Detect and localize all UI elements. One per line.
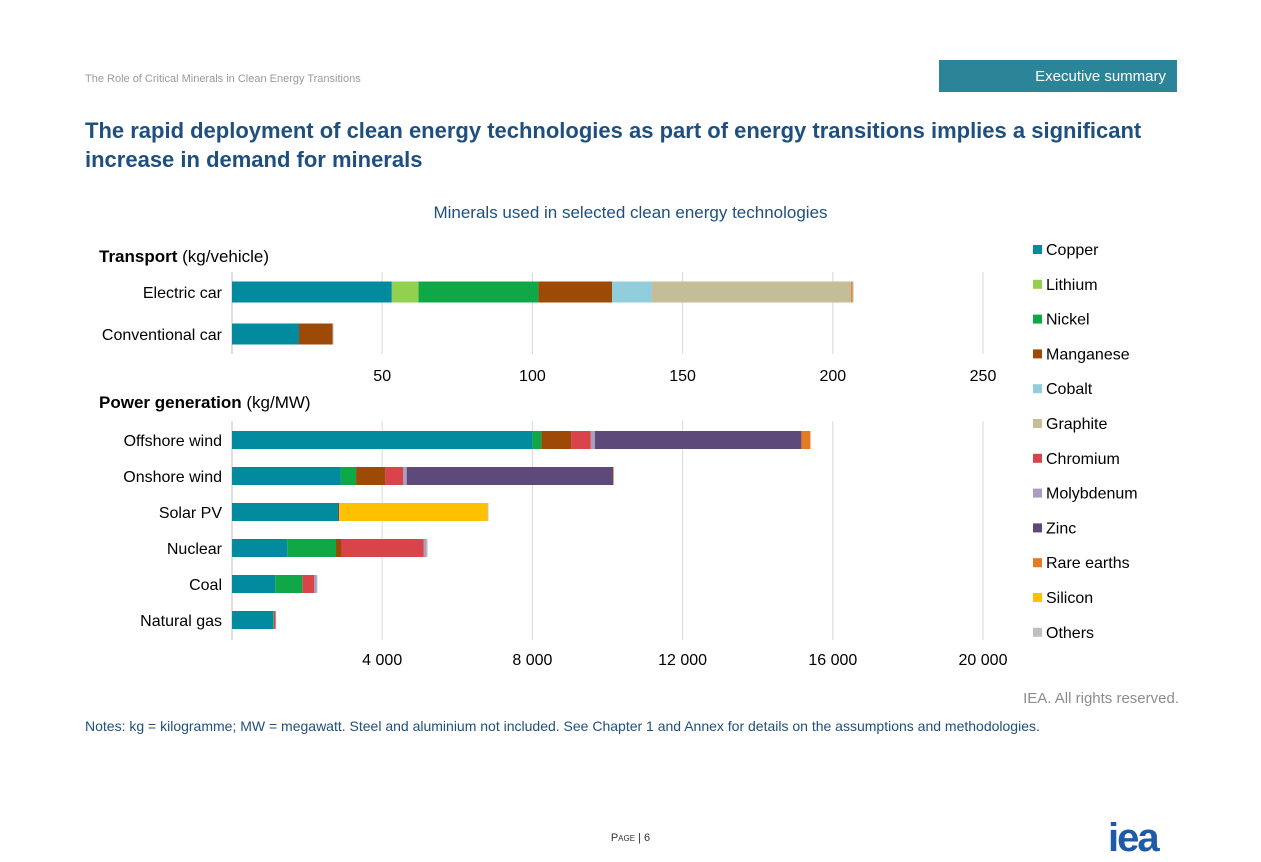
bar-electric-car-cobalt — [612, 282, 652, 303]
power-generation-tick-label-2: 12 000 — [658, 652, 707, 669]
power-generation-tick-label-0: 4 000 — [362, 652, 402, 669]
page-footer: Page | 6 — [0, 832, 1261, 844]
bar-electric-car-manganese — [538, 282, 612, 303]
power-generation-category-offshore-wind: Offshore wind — [124, 433, 222, 450]
legend-swatch-cobalt — [1033, 384, 1042, 393]
bar-nuclear-molybdenum — [424, 539, 427, 557]
bar-electric-car-graphite — [652, 282, 851, 303]
legend-label-copper: Copper — [1046, 242, 1099, 259]
bar-solar-pv-zinc — [338, 503, 339, 521]
legend-swatch-chromium — [1033, 454, 1042, 463]
power-generation-category-solar-pv: Solar PV — [159, 505, 222, 522]
legend-swatch-lithium — [1033, 280, 1042, 289]
bar-coal-nickel — [275, 575, 302, 593]
bar-nuclear-nickel — [287, 539, 336, 557]
transport-tick-label-1: 100 — [519, 368, 546, 385]
legend-label-graphite: Graphite — [1046, 416, 1107, 433]
bar-electric-car-others — [853, 282, 854, 303]
bar-electric-car-copper — [232, 282, 392, 303]
transport-tick-label-2: 150 — [669, 368, 696, 385]
page-number: 6 — [644, 832, 650, 844]
bar-offshore-wind-rare-earths — [801, 431, 810, 449]
power-generation-tick-label-3: 16 000 — [808, 652, 857, 669]
bar-coal-chromium — [302, 575, 314, 593]
legend-swatch-copper — [1033, 245, 1042, 254]
power-generation-panel-title: Power generation (kg/MW) — [99, 393, 311, 412]
legend-swatch-molybdenum — [1033, 489, 1042, 498]
bar-offshore-wind-manganese — [541, 431, 571, 449]
legend-swatch-others — [1033, 628, 1042, 637]
bar-offshore-wind-molybdenum — [591, 431, 595, 449]
bar-solar-pv-copper — [232, 503, 338, 521]
legend-swatch-silicon — [1033, 593, 1042, 602]
bar-electric-car-lithium — [392, 282, 419, 303]
power-generation-tick-label-1: 8 000 — [512, 652, 552, 669]
bar-natural-gas-copper — [232, 611, 273, 629]
iea-logo-text: iea — [1108, 820, 1160, 856]
bar-onshore-wind-chromium — [385, 467, 403, 485]
legend-swatch-nickel — [1033, 315, 1042, 324]
bar-electric-car-nickel — [419, 282, 539, 303]
bar-natural-gas-chromium — [274, 611, 276, 629]
bar-offshore-wind-nickel — [532, 431, 541, 449]
transport-tick-label-0: 50 — [373, 368, 391, 385]
power-generation-panel-title-bold: Power generation — [99, 393, 242, 412]
legend-label-lithium: Lithium — [1046, 277, 1098, 294]
bar-nuclear-chromium — [342, 539, 424, 557]
legend-label-molybdenum: Molybdenum — [1046, 486, 1138, 503]
transport-panel-title-unit: (kg/vehicle) — [177, 247, 269, 266]
legend-label-manganese: Manganese — [1046, 346, 1130, 363]
page-word: Page — [611, 832, 635, 844]
legend-swatch-graphite — [1033, 419, 1042, 428]
bar-natural-gas-nickel — [273, 611, 274, 629]
power-generation-category-nuclear: Nuclear — [167, 541, 223, 558]
bar-onshore-wind-manganese — [356, 467, 385, 485]
transport-panel-title: Transport (kg/vehicle) — [99, 247, 269, 266]
legend-swatch-manganese — [1033, 349, 1042, 358]
bar-onshore-wind-molybdenum — [403, 467, 407, 485]
legend-label-chromium: Chromium — [1046, 451, 1120, 468]
chart-notes: Notes: kg = kilogramme; MW = megawatt. S… — [85, 718, 1040, 734]
bar-onshore-wind-zinc — [407, 467, 614, 485]
legend-label-zinc: Zinc — [1046, 520, 1076, 537]
bar-offshore-wind-chromium — [571, 431, 591, 449]
power-generation-category-coal: Coal — [189, 577, 222, 594]
power-generation-category-onshore-wind: Onshore wind — [123, 469, 222, 486]
transport-tick-label-3: 200 — [819, 368, 846, 385]
power-generation-tick-label-4: 20 000 — [959, 652, 1008, 669]
power-generation-panel-title-unit: (kg/MW) — [242, 393, 311, 412]
bar-coal-others — [316, 575, 317, 593]
bar-solar-pv-silicon — [339, 503, 487, 521]
bar-onshore-wind-rare-earths — [613, 467, 614, 485]
legend-label-silicon: Silicon — [1046, 590, 1093, 607]
transport-tick-label-4: 250 — [970, 368, 997, 385]
stacked-bar-chart: Transport (kg/vehicle) 50 100 150 200 250 Elec… — [0, 0, 1261, 700]
bar-conventional-car-others — [333, 324, 334, 345]
bar-conventional-car-manganese — [299, 324, 333, 345]
bar-electric-car-rare-earths — [851, 282, 853, 303]
legend-label-others: Others — [1046, 625, 1094, 642]
legend-swatch-zinc — [1033, 523, 1042, 532]
bar-nuclear-copper — [232, 539, 287, 557]
bar-offshore-wind-copper — [232, 431, 532, 449]
transport-category-electric-car: Electric car — [143, 285, 223, 302]
bar-solar-pv-others — [487, 503, 488, 521]
legend-label-rare-earths: Rare earths — [1046, 555, 1130, 572]
iea-logo: iea — [1108, 820, 1180, 856]
bar-onshore-wind-copper — [232, 467, 341, 485]
transport-category-conventional-car: Conventional car — [102, 327, 223, 344]
bar-nuclear-manganese — [336, 539, 342, 557]
legend-label-nickel: Nickel — [1046, 312, 1090, 329]
power-generation-category-natural-gas: Natural gas — [140, 613, 222, 630]
copyright-notice: IEA. All rights reserved. — [1023, 690, 1179, 707]
bar-coal-copper — [232, 575, 275, 593]
bar-nuclear-others — [426, 539, 427, 557]
transport-panel-title-bold: Transport — [99, 247, 178, 266]
bar-onshore-wind-nickel — [341, 467, 356, 485]
bar-offshore-wind-zinc — [595, 431, 802, 449]
legend-swatch-rare-earths — [1033, 558, 1042, 567]
legend-label-cobalt: Cobalt — [1046, 381, 1093, 398]
bar-conventional-car-copper — [232, 324, 299, 345]
bar-coal-molybdenum — [314, 575, 316, 593]
